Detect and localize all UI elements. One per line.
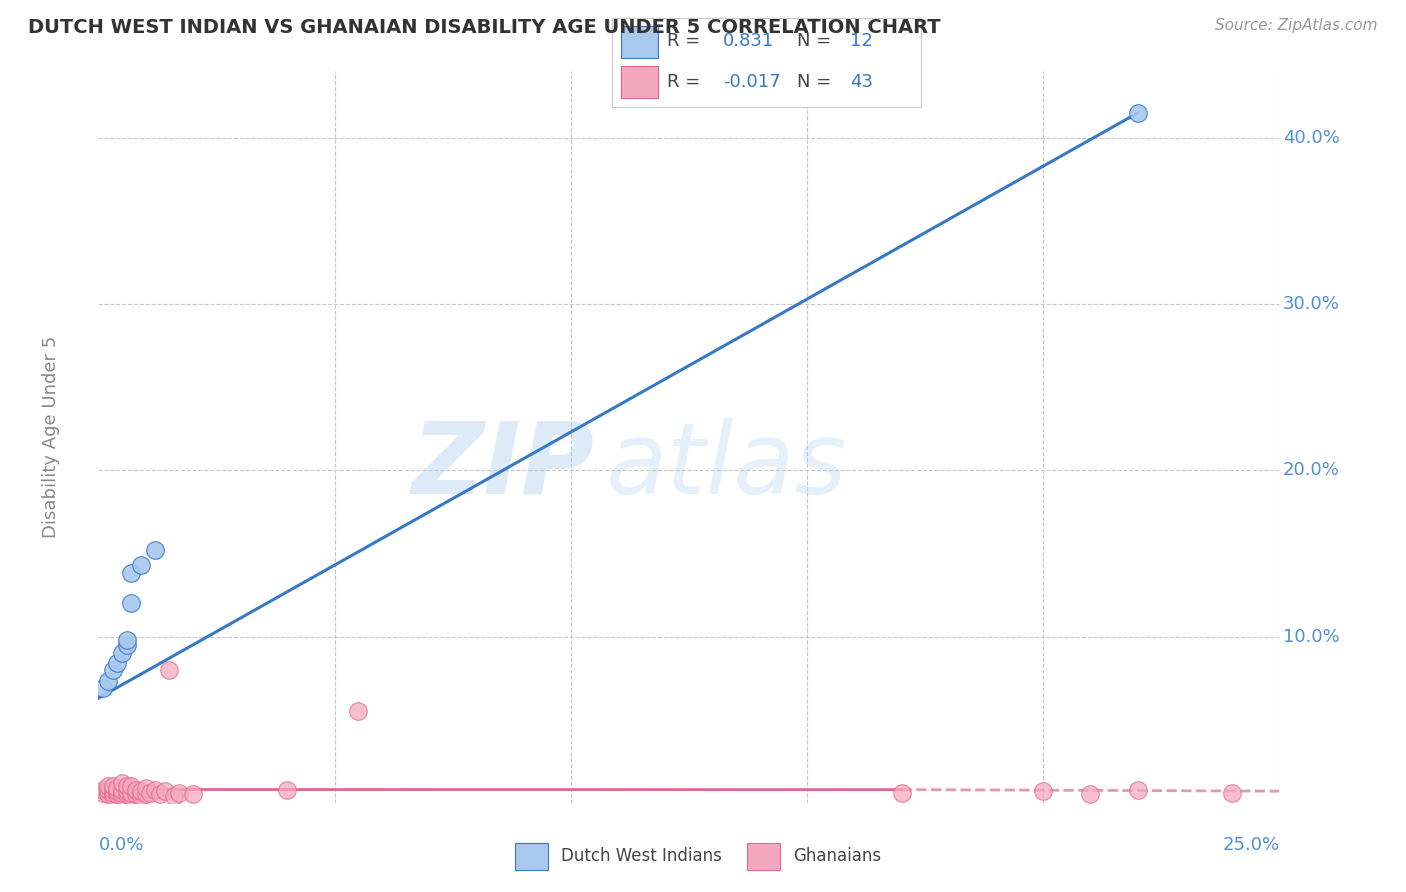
Point bbox=[129, 558, 152, 573]
Text: N =: N = bbox=[797, 32, 837, 50]
Point bbox=[101, 663, 124, 677]
Point bbox=[97, 674, 120, 689]
Text: Ghanaians: Ghanaians bbox=[793, 847, 882, 865]
Point bbox=[101, 789, 124, 804]
Text: R =: R = bbox=[668, 32, 706, 50]
Text: ZIP: ZIP bbox=[412, 417, 595, 515]
Point bbox=[181, 788, 204, 802]
Text: atlas: atlas bbox=[606, 417, 848, 515]
Point bbox=[115, 779, 138, 793]
Point bbox=[91, 681, 114, 695]
Text: DUTCH WEST INDIAN VS GHANAIAN DISABILITY AGE UNDER 5 CORRELATION CHART: DUTCH WEST INDIAN VS GHANAIAN DISABILITY… bbox=[28, 18, 941, 37]
Point bbox=[101, 779, 124, 793]
Point bbox=[115, 638, 138, 652]
Point bbox=[149, 788, 172, 802]
Point bbox=[121, 566, 143, 581]
Text: Disability Age Under 5: Disability Age Under 5 bbox=[42, 336, 60, 538]
Point bbox=[347, 705, 370, 719]
Point bbox=[111, 646, 134, 660]
Text: 25.0%: 25.0% bbox=[1222, 836, 1279, 854]
Point bbox=[105, 780, 128, 795]
Point bbox=[121, 779, 143, 793]
Text: 40.0%: 40.0% bbox=[1284, 128, 1340, 147]
Text: R =: R = bbox=[668, 73, 706, 91]
Point bbox=[111, 776, 134, 790]
Point bbox=[135, 788, 157, 802]
Text: Dutch West Indians: Dutch West Indians bbox=[561, 847, 721, 865]
Point bbox=[129, 789, 152, 804]
Text: -0.017: -0.017 bbox=[723, 73, 780, 91]
Point bbox=[1080, 788, 1102, 802]
Text: 20.0%: 20.0% bbox=[1284, 461, 1340, 479]
Point bbox=[121, 786, 143, 800]
Text: 30.0%: 30.0% bbox=[1284, 295, 1340, 313]
Point bbox=[105, 784, 128, 798]
Text: 10.0%: 10.0% bbox=[1284, 628, 1340, 646]
Point bbox=[121, 596, 143, 610]
Point bbox=[111, 789, 134, 804]
Point bbox=[163, 789, 186, 804]
Point bbox=[111, 786, 134, 800]
Point bbox=[91, 782, 114, 797]
Text: Source: ZipAtlas.com: Source: ZipAtlas.com bbox=[1215, 18, 1378, 33]
Point bbox=[97, 779, 120, 793]
Point bbox=[157, 663, 180, 677]
Point bbox=[101, 786, 124, 800]
Bar bbox=[621, 26, 658, 58]
Point bbox=[135, 780, 157, 795]
Point bbox=[1220, 786, 1243, 800]
Point bbox=[1032, 784, 1054, 798]
Text: 43: 43 bbox=[849, 73, 873, 91]
Point bbox=[125, 788, 148, 802]
Text: N =: N = bbox=[797, 73, 837, 91]
Point bbox=[105, 788, 128, 802]
Point bbox=[276, 782, 298, 797]
Point bbox=[153, 784, 176, 798]
Bar bbox=[747, 843, 780, 870]
Point bbox=[111, 782, 134, 797]
Point bbox=[129, 784, 152, 798]
Point bbox=[115, 632, 138, 647]
Text: 0.831: 0.831 bbox=[723, 32, 775, 50]
Point bbox=[139, 786, 162, 800]
Point bbox=[143, 543, 166, 558]
Bar bbox=[621, 66, 658, 98]
Point bbox=[1126, 106, 1149, 120]
Point bbox=[105, 656, 128, 670]
Point bbox=[125, 782, 148, 797]
Point bbox=[115, 784, 138, 798]
Point bbox=[890, 786, 912, 800]
Bar bbox=[515, 843, 548, 870]
Point bbox=[101, 782, 124, 797]
Point bbox=[143, 782, 166, 797]
Text: 0.0%: 0.0% bbox=[98, 836, 143, 854]
Point bbox=[91, 786, 114, 800]
Point bbox=[1126, 782, 1149, 797]
Point bbox=[97, 782, 120, 797]
Text: 12: 12 bbox=[849, 32, 873, 50]
Point bbox=[121, 789, 143, 804]
Point bbox=[97, 788, 120, 802]
Point bbox=[115, 788, 138, 802]
Point bbox=[167, 786, 190, 800]
